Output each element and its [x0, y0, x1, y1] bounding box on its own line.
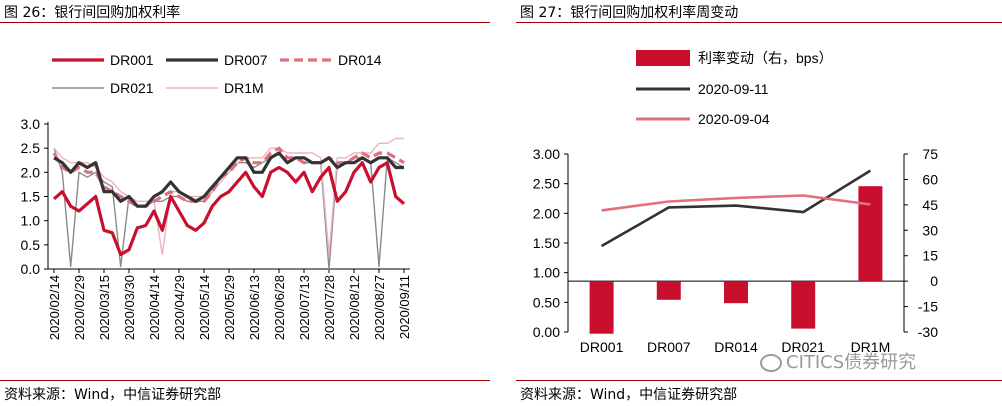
x-tick-label: 2020/08/27	[372, 275, 387, 340]
y-tick-label: 2.5	[21, 140, 41, 156]
y-tick-label: 1.00	[533, 265, 560, 281]
x-tick-label: 2020/02/14	[47, 275, 62, 340]
wechat-icon	[760, 354, 782, 372]
left-source-rule	[0, 380, 490, 381]
series-line-2020-09-04	[601, 194, 871, 212]
bar-dr007	[656, 281, 681, 300]
legend-label: 2020-09-04	[698, 111, 770, 127]
x-category-label: DR014	[714, 339, 758, 355]
bar-dr021	[791, 281, 816, 329]
x-tick-label: 2020/05/14	[197, 275, 212, 340]
x-category-label: DR001	[580, 339, 624, 355]
y-tick-label: 2.00	[533, 205, 560, 221]
right-chart-title: 图 27：银行间回购加权利率周变动	[520, 5, 739, 21]
x-tick-label: 2020/09/11	[397, 275, 412, 339]
right-title-rule	[516, 22, 1002, 23]
x-tick-label: 2020/02/29	[72, 275, 87, 340]
x-tick-label: 2020/04/29	[172, 275, 187, 340]
y-tick-label: 3.00	[533, 146, 560, 162]
x-tick-label: 2020/06/28	[272, 275, 287, 340]
y-tick-label: 2.0	[21, 164, 41, 180]
y2-tick-label: -30	[918, 324, 938, 340]
left-source-note: 资料来源：Wind，中信证券研究部	[4, 387, 222, 403]
line-chart: 0.0 0.5 1.0 1.5 2.0 2.5 3.0 2020/02/14 2020/02/2…	[21, 52, 412, 340]
series-line-2020-09-11	[600, 169, 872, 248]
y2-tick-label: -15	[918, 299, 938, 315]
right-chart-panel: 图 27：银行间回购加权利率周变动 0.00 0.50 1.00 1.50 2.00 2.…	[516, 0, 1002, 406]
x-tick-label: 2020/08/12	[347, 275, 362, 340]
bar-dr001	[589, 281, 614, 334]
x-category-label: DR1M	[851, 339, 891, 355]
x-tick-label: 2020/03/15	[97, 275, 112, 340]
x-tick-label: 2020/07/28	[322, 275, 337, 340]
legend-label: DR021	[110, 80, 154, 96]
legend-label: DR007	[224, 52, 268, 68]
y2-tick-label: 60	[922, 171, 938, 187]
series-line-dr007	[53, 151, 404, 208]
y2-tick-label: 0	[930, 273, 938, 289]
x-category-label: DR021	[781, 339, 825, 355]
left-chart-panel: 图 26：银行间回购加权利率 0.0 0.5 1.0 1.5 2.0 2.5 3.0 2020…	[0, 0, 490, 406]
y2-tick-label: 45	[922, 197, 938, 213]
y-tick-label: 0.5	[21, 237, 41, 253]
y-tick-label: 0.00	[533, 324, 560, 340]
series-line-dr001	[52, 161, 406, 257]
x-tick-label: 2020/06/13	[247, 275, 262, 340]
legend-label: 利率变动（右，bps）	[698, 50, 833, 66]
legend-label: DR001	[110, 52, 154, 68]
x-tick-label: 2020/07/13	[297, 275, 312, 340]
y-tick-label: 2.50	[533, 176, 560, 192]
watermark-text: CITICS债券研究	[786, 352, 917, 373]
right-source-note: 资料来源：Wind，中信证券研究部	[520, 387, 738, 403]
legend-label: DR014	[338, 52, 382, 68]
bar-dr1m	[858, 186, 883, 282]
bar-dr014	[724, 281, 748, 304]
x-tick-label: 2020/04/14	[147, 275, 162, 340]
left-chart-title: 图 26：银行间回购加权利率	[4, 5, 181, 21]
series-line-dr1m	[53, 137, 404, 256]
y-tick-label: 1.50	[533, 235, 560, 251]
legend-label: 2020-09-11	[698, 81, 769, 97]
left-title-rule	[0, 22, 490, 23]
x-tick-label: 2020/03/30	[122, 275, 137, 340]
y2-tick-label: 30	[922, 222, 938, 238]
x-category-label: DR007	[647, 339, 691, 355]
combo-chart: 0.00 0.50 1.00 1.50 2.00 2.50 3.00 -30 -15 0 15 30 4…	[533, 50, 938, 355]
legend-swatch-bar	[636, 50, 690, 66]
y-tick-label: 3.0	[21, 116, 41, 132]
y-tick-label: 0.0	[21, 261, 41, 277]
watermark: CITICS债券研究	[760, 348, 916, 374]
right-source-rule	[516, 380, 1002, 381]
y-tick-label: 0.50	[533, 294, 560, 310]
y2-tick-label: 15	[922, 248, 938, 264]
x-tick-label: 2020/05/29	[222, 275, 237, 340]
legend-label: DR1M	[224, 80, 264, 96]
y-tick-label: 1.0	[21, 213, 41, 229]
y-tick-label: 1.5	[21, 189, 41, 205]
y2-tick-label: 75	[922, 146, 938, 162]
